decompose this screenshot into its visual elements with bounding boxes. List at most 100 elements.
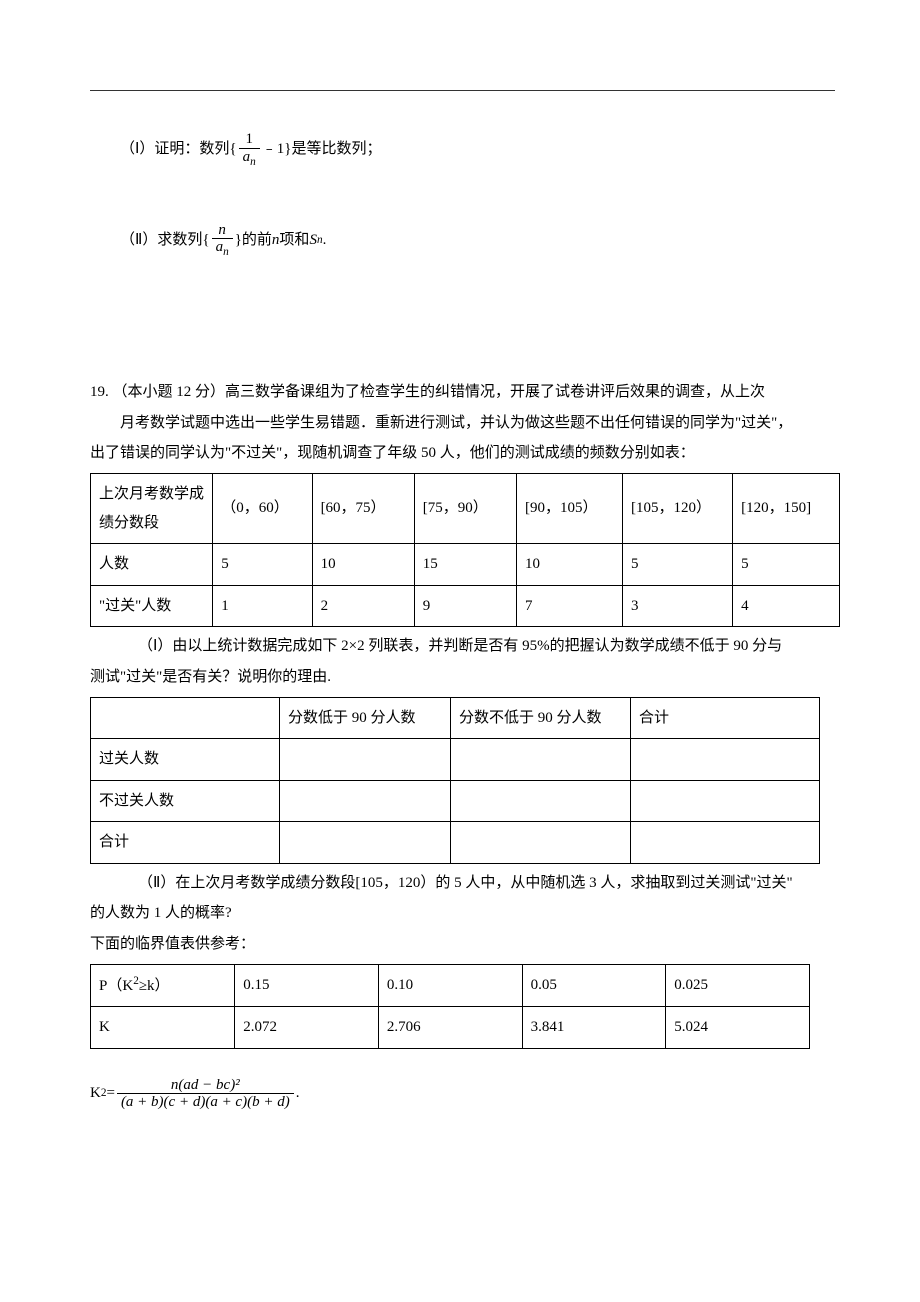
horizontal-rule: [90, 90, 835, 91]
t3-r1-v0: 0.15: [235, 964, 379, 1007]
table-row: P（K2≥k） 0.15 0.10 0.05 0.025: [91, 964, 810, 1007]
formula-eq: =: [106, 1086, 114, 1101]
line1-suffix: ﹣1}是等比数列；: [262, 142, 382, 157]
t3-r1-label: P（K2≥k）: [91, 964, 235, 1007]
contingency-table: 分数低于 90 分人数 分数不低于 90 分人数 合计 过关人数 不过关人数 合…: [90, 697, 820, 864]
q19-intro-1: 高三数学备课组为了检查学生的纠错情况，开展了试卷讲评后效果的调查，从上次: [225, 384, 765, 400]
t3-r2-v2: 3.841: [522, 1007, 666, 1049]
frac2-den: an: [212, 238, 233, 258]
frequency-table: 上次月考数学成绩分数段 （0，60） [60，75） [75，90） [90，1…: [90, 473, 840, 627]
t3-r1-suffix: ≥k）: [139, 978, 170, 994]
line2-period: .: [323, 233, 327, 248]
frac1-den-var: a: [243, 149, 251, 165]
t2-c-00: [279, 739, 450, 781]
t3-r2-v0: 2.072: [235, 1007, 379, 1049]
q19-intro-line3: 出了错误的同学认为"不过关"，现随机调查了年级 50 人，他们的测试成绩的频数分…: [90, 438, 840, 469]
vertical-spacer: [90, 277, 840, 367]
t1-people-4: 5: [622, 544, 732, 586]
formula-fraction: n(ad − bc)² (a + b)(c + d)(a + c)(b + d): [117, 1077, 294, 1111]
t3-r2-v1: 2.706: [378, 1007, 522, 1049]
table-row: K 2.072 2.706 3.841 5.024: [91, 1007, 810, 1049]
t1-people-3: 10: [517, 544, 623, 586]
t2-c-20: [279, 822, 450, 864]
line2-suffix-b: 项和: [279, 233, 309, 248]
formula-den: (a + b)(c + d)(a + c)(b + d): [117, 1093, 294, 1111]
question-19: 19. （本小题 12 分）高三数学备课组为了检查学生的纠错情况，开展了试卷讲评…: [90, 377, 840, 1111]
frac1-den-sub: n: [250, 156, 256, 168]
t1-pass-2: 9: [414, 585, 516, 627]
frac1-den: an: [239, 148, 260, 168]
q19-part1-b: 测试"过关"是否有关？说明你的理由.: [90, 662, 840, 693]
table-row: "过关"人数 1 2 9 7 3 4: [91, 585, 840, 627]
t1-ch-1: [60，75）: [312, 474, 414, 544]
t1-rh-0: 上次月考数学成绩分数段: [91, 474, 213, 544]
t2-c-10: [279, 780, 450, 822]
t2-rh-0: 过关人数: [91, 739, 280, 781]
line1-prefix: （Ⅰ）证明：数列{: [120, 142, 237, 157]
critical-value-table: P（K2≥k） 0.15 0.10 0.05 0.025 K 2.072 2.7…: [90, 964, 810, 1049]
t2-rh-1: 不过关人数: [91, 780, 280, 822]
t3-r1-prefix: P（K: [99, 978, 133, 994]
t1-people-0: 5: [213, 544, 312, 586]
t3-r1-v3: 0.025: [666, 964, 810, 1007]
t1-pass-4: 3: [622, 585, 732, 627]
frac1-num: 1: [239, 131, 260, 148]
fraction-1-over-an: 1 an: [239, 131, 260, 168]
line2-suffix-a: }的前: [235, 233, 272, 248]
t2-c-01: [451, 739, 631, 781]
line2-n: n: [272, 233, 280, 248]
t3-r2-label: K: [91, 1007, 235, 1049]
page-root: （Ⅰ）证明：数列{ 1 an ﹣1}是等比数列； （Ⅱ）求数列{ n an }的…: [0, 0, 920, 1302]
t1-ch-4: [105，120）: [622, 474, 732, 544]
frac2-den-sub: n: [223, 246, 229, 258]
table-row: 分数低于 90 分人数 分数不低于 90 分人数 合计: [91, 697, 820, 739]
t2-c-21: [451, 822, 631, 864]
proof-line-1: （Ⅰ）证明：数列{ 1 an ﹣1}是等比数列；: [90, 131, 840, 168]
q19-part1-a: （Ⅰ）由以上统计数据完成如下 2×2 列联表，并判断是否有 95%的把握认为数学…: [90, 631, 840, 662]
t2-c-12: [631, 780, 820, 822]
q19-part2-b: 的人数为 1 人的概率?: [90, 898, 840, 929]
t1-people-2: 15: [414, 544, 516, 586]
t2-c-02: [631, 739, 820, 781]
k-squared-formula: K2= n(ad − bc)² (a + b)(c + d)(a + c)(b …: [90, 1077, 840, 1111]
t1-ch-5: [120，150]: [733, 474, 840, 544]
q19-label: 19. （本小题 12 分）: [90, 384, 225, 400]
table-row: 上次月考数学成绩分数段 （0，60） [60，75） [75，90） [90，1…: [91, 474, 840, 544]
line2-S: S: [309, 233, 317, 248]
frac2-num: n: [212, 222, 233, 239]
formula-num: n(ad − bc)²: [117, 1077, 294, 1094]
t2-rh-2: 合计: [91, 822, 280, 864]
t1-pass-3: 7: [517, 585, 623, 627]
t2-ch-1: 分数不低于 90 分人数: [451, 697, 631, 739]
q19-part2-a: （Ⅱ）在上次月考数学成绩分数段[105，120）的 5 人中，从中随机选 3 人…: [90, 868, 840, 899]
t2-c-11: [451, 780, 631, 822]
q19-intro-line1: 19. （本小题 12 分）高三数学备课组为了检查学生的纠错情况，开展了试卷讲评…: [90, 377, 840, 408]
q19-ref-line: 下面的临界值表供参考：: [90, 929, 840, 960]
q19-intro-line2: 月考数学试题中选出一些学生易错题．重新进行测试，并认为做这些题不出任何错误的同学…: [90, 408, 840, 439]
t2-ch-2: 合计: [631, 697, 820, 739]
t1-pass-1: 2: [312, 585, 414, 627]
t2-c-22: [631, 822, 820, 864]
t1-people-5: 5: [733, 544, 840, 586]
proof-line-2: （Ⅱ）求数列{ n an }的前 n 项和 Sn .: [90, 222, 840, 259]
t1-ch-3: [90，105）: [517, 474, 623, 544]
t1-pass-5: 4: [733, 585, 840, 627]
line2-prefix: （Ⅱ）求数列{: [120, 233, 210, 248]
t1-pass-0: 1: [213, 585, 312, 627]
t2-ch-0: 分数低于 90 分人数: [279, 697, 450, 739]
table-row: 不过关人数: [91, 780, 820, 822]
table-row: 过关人数: [91, 739, 820, 781]
t1-ch-0: （0，60）: [213, 474, 312, 544]
t1-rh-2: "过关"人数: [91, 585, 213, 627]
table-row: 人数 5 10 15 10 5 5: [91, 544, 840, 586]
formula-period: .: [296, 1086, 300, 1101]
formula-lhs-K: K: [90, 1086, 101, 1101]
t1-rh-1: 人数: [91, 544, 213, 586]
fraction-n-over-an: n an: [212, 222, 233, 259]
t3-r1-v1: 0.10: [378, 964, 522, 1007]
t1-people-1: 10: [312, 544, 414, 586]
t1-ch-2: [75，90）: [414, 474, 516, 544]
t3-r2-v3: 5.024: [666, 1007, 810, 1049]
table-row: 合计: [91, 822, 820, 864]
t3-r1-v2: 0.05: [522, 964, 666, 1007]
